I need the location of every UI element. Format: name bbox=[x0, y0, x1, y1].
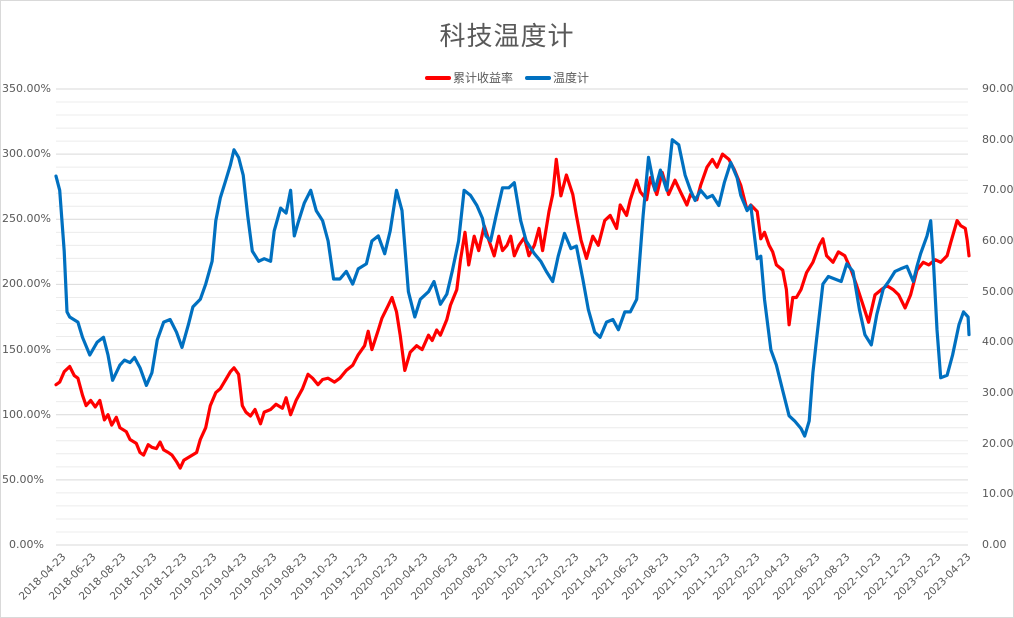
legend-label: 温度计 bbox=[553, 71, 590, 85]
right-axis-tick-label: 60.00 bbox=[982, 234, 1014, 247]
legend-swatch-red-line-icon bbox=[424, 75, 451, 80]
series-line-cumulative-return bbox=[54, 152, 971, 470]
left-axis-tick-label: 100.00% bbox=[2, 407, 51, 421]
right-axis-tick-label: 50.00 bbox=[982, 284, 1014, 298]
chart-title: 科技温度计 bbox=[439, 22, 575, 52]
legend-item-thermometer[interactable]: 温度计 bbox=[525, 69, 589, 86]
right-axis-tick-label: 0.00 bbox=[982, 538, 1007, 551]
left-axis-tick-label: 350.00% bbox=[2, 82, 51, 95]
chart-legend: 累计收益率 温度计 bbox=[0, 69, 1014, 86]
left-axis-tick-label: 300.00% bbox=[2, 147, 51, 161]
left-axis-tick-label: 250.00% bbox=[2, 212, 51, 226]
right-axis-tick-label: 20.00 bbox=[982, 436, 1014, 450]
left-axis-tick-label: 150.00% bbox=[2, 342, 51, 356]
gridlines bbox=[56, 88, 968, 546]
right-axis-tick-label: 10.00 bbox=[982, 487, 1014, 501]
right-axis-tick-label: 30.00 bbox=[982, 386, 1014, 399]
right-axis-tick-label: 90.00 bbox=[982, 82, 1014, 95]
left-axis-tick-label: 200.00% bbox=[2, 277, 51, 291]
left-axis-tick-label: 0.00% bbox=[9, 538, 44, 551]
legend-swatch-blue-line-icon bbox=[525, 75, 551, 80]
right-axis-tick-label: 80.00 bbox=[982, 132, 1014, 146]
right-axis-tick-label: 70.00 bbox=[982, 183, 1014, 197]
legend-item-cumulative-return[interactable]: 累计收益率 bbox=[424, 69, 513, 86]
right-axis-tick-label: 40.00 bbox=[982, 335, 1014, 349]
legend-label: 累计收益率 bbox=[452, 71, 513, 85]
left-axis-tick-label: 50.00% bbox=[2, 472, 44, 486]
series-line-thermometer bbox=[54, 138, 971, 438]
